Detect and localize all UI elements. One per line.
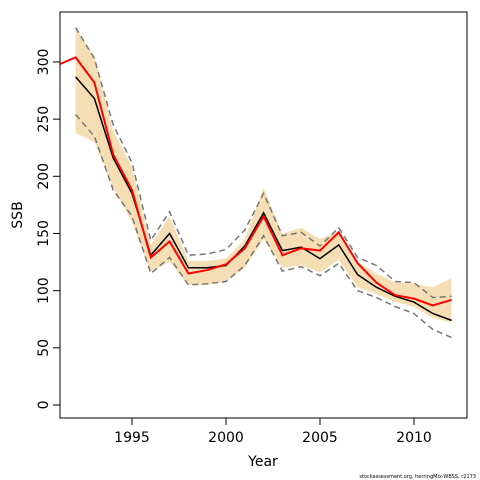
y-tick-label: 50 [36, 339, 52, 357]
y-axis-label: SSB [10, 201, 26, 228]
series-line [74, 27, 452, 299]
x-tick-label: 1995 [114, 430, 150, 446]
x-tick-label: 2000 [208, 430, 244, 446]
plot-frame [59, 11, 468, 419]
x-axis-label: Year [247, 454, 278, 470]
x-tick-label: 2005 [302, 430, 338, 446]
series-line [75, 114, 452, 339]
y-tick-label: 100 [36, 277, 52, 304]
y-tick-label: 200 [36, 163, 52, 190]
series-line [60, 56, 452, 307]
y-tick-label: 150 [36, 220, 52, 247]
y-tick-label: 300 [36, 49, 52, 76]
plot-area [60, 27, 452, 339]
x-tick-label: 2010 [396, 430, 432, 446]
y-tick-label: 0 [36, 401, 52, 410]
footnote: stockassessment.org, herringMix-WBSS, r2… [359, 474, 476, 480]
confidence-band [75, 28, 452, 323]
y-tick-label: 250 [36, 106, 52, 133]
